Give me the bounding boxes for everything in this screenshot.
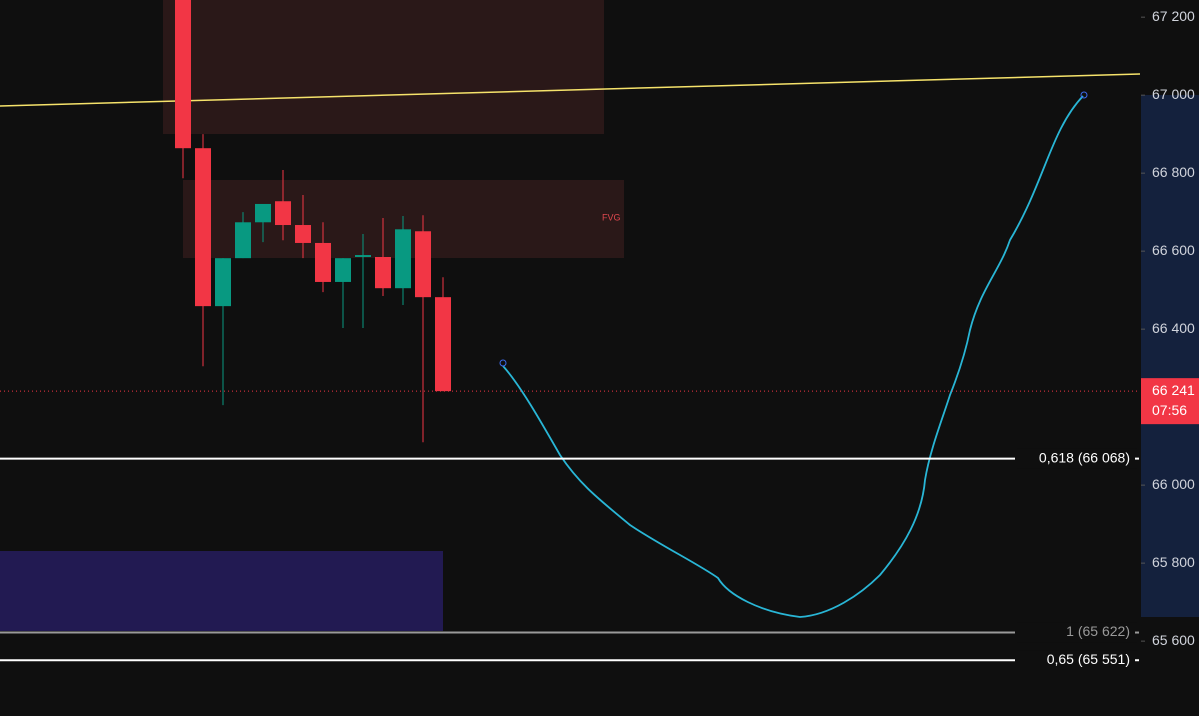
candle-body [195, 148, 211, 307]
zone [0, 551, 443, 631]
price-label: 66 241 [1152, 382, 1195, 398]
candle-body [435, 297, 451, 392]
y-tick-label: 65 800 [1152, 554, 1195, 570]
y-tick-label: 66 400 [1152, 320, 1195, 336]
y-tick-label: 66 000 [1152, 476, 1195, 492]
candle-body [375, 256, 391, 289]
level-label-bg [1017, 448, 1137, 469]
projection-path [502, 95, 1084, 618]
candle-body [335, 258, 351, 282]
y-tick-label: 65 600 [1152, 632, 1195, 648]
path-point [499, 359, 507, 367]
price-label-bg [1141, 378, 1199, 425]
level-label: 0,65 (65 551) [1047, 651, 1130, 667]
y-tick-label: 66 600 [1152, 242, 1195, 258]
candle-body [255, 203, 271, 223]
path-point [1080, 91, 1088, 99]
candle-body [415, 231, 431, 298]
candle-body [355, 255, 371, 257]
countdown: 07:56 [1152, 402, 1187, 418]
level-label: 1 (65 622) [1066, 623, 1130, 639]
level-label-bg [1017, 650, 1137, 671]
level-label: 0,618 (66 068) [1039, 449, 1130, 465]
axis-highlight [1141, 95, 1199, 617]
candle-body [395, 229, 411, 289]
zone [163, 0, 604, 134]
annotation: FVG [602, 212, 621, 222]
y-tick-label: 67 200 [1152, 8, 1195, 24]
candle-body [235, 222, 251, 259]
candle-body [295, 225, 311, 243]
level-label-bg [1017, 622, 1137, 643]
candle-body [175, 0, 191, 149]
candles [175, 0, 451, 443]
y-tick-label: 67 000 [1152, 86, 1195, 102]
candle-body [315, 242, 331, 282]
y-tick-label: 66 800 [1152, 164, 1195, 180]
candle-body [275, 201, 291, 226]
candle-body [215, 258, 231, 307]
